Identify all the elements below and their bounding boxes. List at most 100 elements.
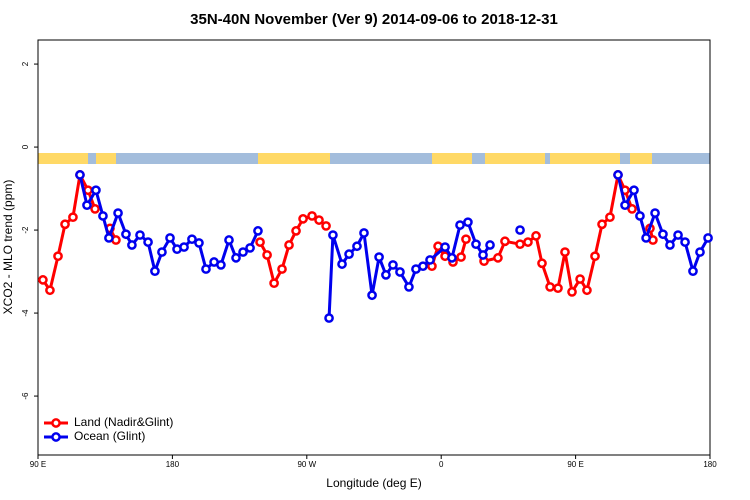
data-point bbox=[121, 229, 131, 240]
data-point bbox=[545, 282, 555, 292]
y-tick-label: 0 bbox=[21, 144, 30, 149]
y-tick-label: -2 bbox=[21, 226, 30, 234]
data-point bbox=[575, 274, 585, 284]
data-point bbox=[216, 260, 226, 270]
data-point bbox=[680, 237, 690, 247]
data-point bbox=[531, 231, 541, 241]
data-point bbox=[485, 240, 495, 250]
data-point bbox=[650, 208, 660, 218]
x-tick-label: 180 bbox=[166, 460, 180, 469]
data-point bbox=[523, 237, 533, 247]
data-point bbox=[553, 283, 563, 294]
data-point bbox=[98, 211, 108, 221]
land-strip bbox=[258, 153, 330, 164]
series-line bbox=[41, 173, 655, 294]
ocean-strip bbox=[38, 153, 710, 164]
data-point bbox=[231, 253, 241, 263]
data-point bbox=[291, 226, 301, 236]
data-point bbox=[91, 185, 101, 196]
data-point bbox=[567, 287, 577, 297]
land-ocean-strip bbox=[38, 153, 710, 164]
data-point bbox=[75, 170, 85, 180]
data-point bbox=[367, 290, 377, 301]
data-point bbox=[658, 229, 668, 240]
data-point bbox=[493, 253, 503, 263]
data-point bbox=[418, 261, 428, 272]
data-point bbox=[307, 211, 317, 221]
data-point bbox=[456, 252, 466, 262]
data-point bbox=[688, 266, 698, 277]
x-tick-label: 90 W bbox=[297, 460, 316, 469]
data-point bbox=[537, 258, 547, 269]
data-point bbox=[404, 282, 414, 292]
plot-frame bbox=[37, 39, 711, 456]
data-point bbox=[157, 247, 167, 257]
x-tick-label: 0 bbox=[439, 460, 444, 469]
marks bbox=[38, 170, 713, 323]
land-strip bbox=[38, 153, 88, 164]
data-point bbox=[135, 230, 145, 240]
data-point bbox=[613, 170, 623, 180]
data-point bbox=[179, 242, 189, 252]
data-point bbox=[344, 249, 354, 259]
data-point bbox=[38, 275, 48, 285]
data-point bbox=[665, 240, 675, 250]
data-point bbox=[620, 200, 630, 211]
y-tick-label: 2 bbox=[21, 61, 30, 66]
y-axis-label: XCO2 - MLO trend (ppm) bbox=[1, 180, 15, 315]
data-point bbox=[440, 242, 450, 252]
data-point bbox=[605, 212, 615, 223]
data-point bbox=[500, 236, 510, 247]
data-point bbox=[262, 250, 272, 260]
data-point bbox=[194, 238, 204, 248]
data-point bbox=[113, 208, 123, 218]
data-point bbox=[359, 228, 369, 238]
data-point bbox=[143, 237, 153, 247]
data-point bbox=[277, 264, 287, 274]
data-point bbox=[127, 240, 137, 250]
x-axis-label: Longitude (deg E) bbox=[326, 476, 421, 490]
data-point bbox=[560, 247, 570, 257]
data-point bbox=[255, 237, 265, 247]
data-point bbox=[328, 230, 338, 240]
data-point bbox=[352, 241, 362, 252]
legend-marker bbox=[51, 418, 61, 428]
data-point bbox=[104, 233, 114, 243]
data-point bbox=[381, 270, 391, 280]
data-point bbox=[515, 225, 525, 235]
data-point bbox=[269, 278, 279, 289]
data-point bbox=[515, 239, 525, 250]
data-point bbox=[224, 235, 234, 245]
data-point bbox=[629, 185, 639, 196]
data-point bbox=[461, 234, 471, 245]
land-strip bbox=[550, 153, 620, 164]
data-point bbox=[324, 313, 334, 323]
data-point bbox=[590, 251, 600, 262]
data-point bbox=[253, 226, 263, 236]
data-point bbox=[627, 204, 637, 214]
data-point bbox=[673, 230, 683, 240]
y-tick-label: -4 bbox=[21, 309, 30, 317]
data-point bbox=[201, 264, 211, 274]
data-point bbox=[478, 250, 488, 260]
data-point bbox=[321, 221, 331, 231]
data-point bbox=[463, 217, 473, 228]
legend-label: Land (Nadir&Glint) bbox=[74, 415, 173, 429]
data-point bbox=[45, 285, 55, 296]
data-point bbox=[425, 255, 435, 265]
chart-title: 35N-40N November (Ver 9) 2014-09-06 to 2… bbox=[190, 11, 558, 28]
data-point bbox=[455, 220, 465, 230]
data-point bbox=[314, 215, 324, 225]
data-point bbox=[703, 233, 713, 243]
data-point bbox=[187, 234, 197, 245]
data-point bbox=[471, 239, 481, 250]
data-point bbox=[60, 219, 70, 230]
legend-label: Ocean (Glint) bbox=[74, 429, 145, 443]
land-strip bbox=[96, 153, 116, 164]
data-point bbox=[298, 214, 308, 224]
data-point bbox=[68, 212, 78, 223]
data-point bbox=[337, 259, 347, 269]
land-strip bbox=[432, 153, 472, 164]
x-tick-label: 90 E bbox=[30, 460, 46, 469]
